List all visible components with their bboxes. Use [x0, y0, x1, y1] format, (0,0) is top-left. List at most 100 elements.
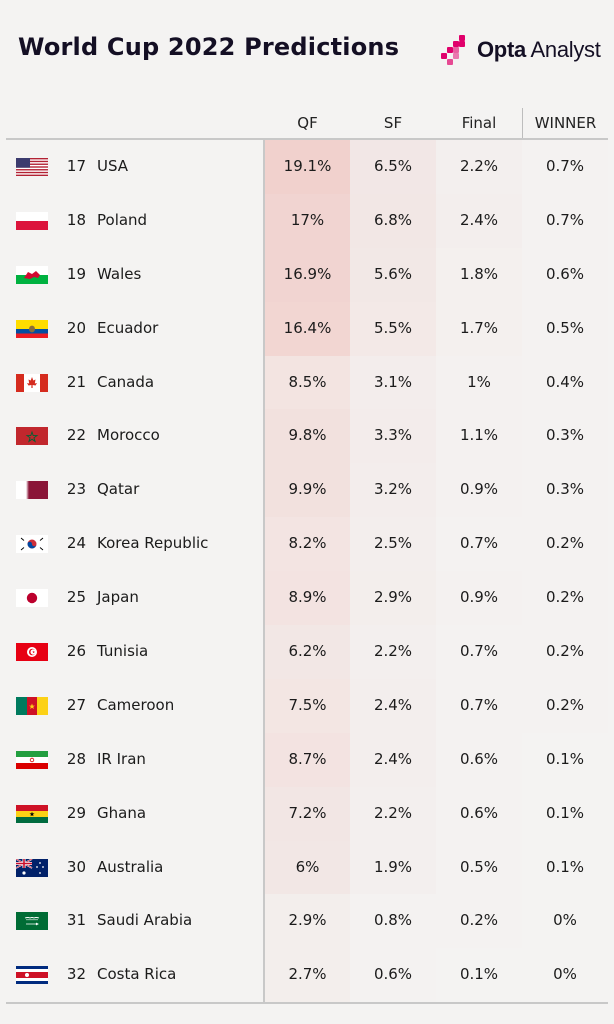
team-name: IR Iran: [97, 749, 146, 768]
chart-title: World Cup 2022 Predictions: [18, 33, 400, 61]
cell-final: 2.2%: [436, 140, 522, 194]
cell-winner: 0.1%: [545, 857, 585, 876]
morocco-flag-icon: [16, 427, 48, 446]
team-name: Costa Rica: [97, 965, 177, 984]
table-row: 23 Qatar 9.9% 3.2% 0.9% 0.3%: [0, 463, 614, 518]
rank-label: 32: [66, 965, 86, 984]
cell-winner: 0.2%: [545, 588, 585, 607]
canada-flag-icon: [16, 373, 48, 392]
table-row: 19 Wales 16.9% 5.6% 1.8% 0.6%: [0, 247, 614, 302]
team-name: Japan: [97, 588, 139, 607]
cell-qf: 6%: [265, 840, 350, 895]
cell-winner: 0.6%: [545, 264, 585, 283]
cell-final: 1.1%: [459, 426, 499, 445]
team-name: Australia: [97, 857, 164, 876]
rank-label: 31: [66, 911, 86, 930]
cell-qf: 8.2%: [265, 517, 350, 572]
iran-flag-icon: [16, 750, 48, 769]
team-name: Ecuador: [97, 318, 159, 337]
table-row: 30 Australia 6% 1.9% 0.5% 0.1%: [0, 840, 614, 895]
cell-final: 0.9%: [459, 588, 499, 607]
poland-flag-icon: [16, 211, 48, 230]
cell-sf: 2.4%: [350, 733, 436, 787]
cell-qf: 7.5%: [265, 678, 350, 733]
cell-sf: 0.8%: [373, 911, 413, 930]
cell-sf: 3.1%: [350, 356, 436, 410]
cell-winner: 0.2%: [545, 642, 585, 661]
cell-sf: 0.6%: [373, 965, 413, 984]
cell-winner: 0.7%: [545, 157, 585, 175]
cell-final: 1%: [467, 372, 491, 391]
table-row: 26 Tunisia 6.2% 2.2% 0.7% 0.2%: [0, 625, 614, 679]
header-divider: [522, 108, 523, 138]
rank-label: 24: [66, 534, 86, 553]
table-body: 17 USA 19.1% 6.5% 2.2% 0.7% 18 Poland 17% 6.8% 2.4…: [0, 140, 614, 1002]
cell-sf: 6.5%: [350, 140, 436, 194]
table-row: 25 Japan 8.9% 2.9% 0.9% 0.2%: [0, 571, 614, 626]
column-header-sf: SF: [383, 114, 403, 132]
cell-winner: 0.2%: [545, 534, 585, 553]
korea-flag-icon: [16, 535, 48, 554]
cell-sf: 2.9%: [350, 571, 436, 625]
cell-qf: 19.1%: [265, 140, 350, 194]
cell-qf: 2.7%: [265, 948, 350, 1002]
column-header-qf: QF: [297, 114, 318, 132]
opta-analyst-logo: Opta Analyst: [441, 34, 601, 66]
australia-flag-icon: [16, 858, 48, 877]
cell-final: 1.8%: [459, 264, 499, 283]
cell-qf: 17%: [265, 193, 350, 248]
cell-sf: 3.3%: [350, 409, 436, 464]
team-name: Ghana: [97, 803, 147, 822]
cell-qf: 8.9%: [265, 571, 350, 626]
rank-label: 25: [66, 588, 86, 607]
rank-label: 20: [66, 318, 86, 337]
qatar-flag-icon: [16, 481, 48, 500]
cell-qf: 8.5%: [265, 355, 350, 410]
team-name: Wales: [97, 264, 142, 283]
brand-strong: Opta: [477, 37, 526, 62]
costa-rica-flag-icon: [16, 966, 48, 985]
table-bottom-rule: [6, 1002, 608, 1004]
table-row: 22 Morocco 9.8% 3.3% 1.1% 0.3%: [0, 409, 614, 464]
cell-final: 0.2%: [459, 911, 499, 930]
cell-final: 0.7%: [459, 642, 499, 661]
cell-sf: 5.5%: [350, 301, 436, 356]
opta-logo-icon: [441, 35, 471, 65]
cell-sf: 3.2%: [350, 463, 436, 517]
tunisia-flag-icon: [16, 643, 48, 662]
saudi-arabia-flag-icon: [16, 912, 48, 931]
table-row: 31 Saudi Arabia 2.9% 0.8% 0.2% 0%: [0, 894, 614, 948]
team-name: Qatar: [97, 480, 140, 499]
rank-label: 22: [66, 426, 86, 445]
rank-label: 27: [66, 695, 86, 714]
team-name: Morocco: [97, 426, 160, 445]
cell-qf: 7.2%: [265, 786, 350, 841]
cell-final: 0.7%: [459, 534, 499, 553]
cell-final: 0.7%: [459, 695, 499, 714]
column-header-final: Final: [461, 114, 497, 132]
table-header: QF SF Final WINNER: [0, 108, 614, 138]
cell-final: 0.6%: [459, 749, 499, 768]
team-name: Korea Republic: [97, 534, 209, 553]
cell-winner: 0.7%: [545, 210, 585, 229]
team-name: Canada: [97, 372, 155, 391]
cell-sf: 5.6%: [350, 247, 436, 302]
usa-flag-icon: [16, 158, 48, 176]
cell-qf: 8.7%: [265, 732, 350, 787]
cell-final: 0.9%: [459, 480, 499, 499]
cell-qf: 9.9%: [265, 463, 350, 518]
cell-sf: 6.8%: [350, 193, 436, 248]
rank-label: 28: [66, 749, 86, 768]
cameroon-flag-icon: [16, 696, 48, 715]
team-name: Saudi Arabia: [97, 911, 193, 930]
cell-winner: 0.2%: [545, 695, 585, 714]
wales-flag-icon: [16, 265, 48, 284]
table-row: 24 Korea Republic 8.2% 2.5% 0.7% 0.2%: [0, 517, 614, 572]
japan-flag-icon: [16, 589, 48, 608]
rank-label: 30: [66, 857, 86, 876]
rank-label: 29: [66, 803, 86, 822]
rank-label: 21: [66, 372, 86, 391]
cell-final: 0.1%: [459, 965, 499, 984]
rank-label: 26: [66, 642, 86, 661]
table-row: 17 USA 19.1% 6.5% 2.2% 0.7%: [0, 140, 614, 194]
